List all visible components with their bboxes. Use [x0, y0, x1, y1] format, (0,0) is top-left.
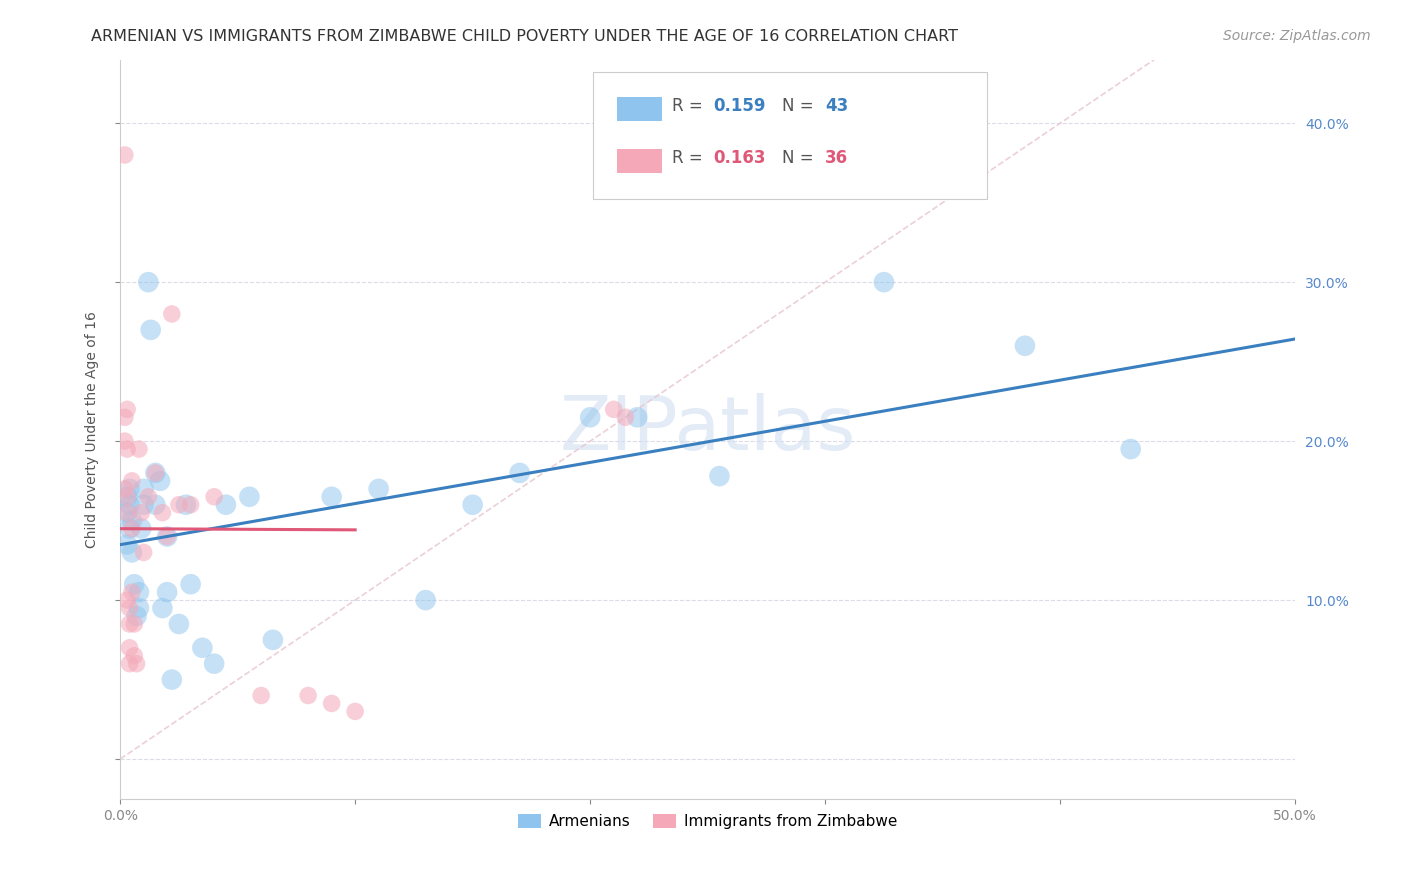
Text: R =: R = [672, 97, 709, 115]
Point [118, 522, 141, 536]
Point [114, 434, 136, 449]
Point [115, 402, 138, 417]
Point [121, 585, 143, 599]
Point [128, 601, 150, 615]
Point [602, 402, 624, 417]
Text: 0.163: 0.163 [714, 149, 766, 167]
Point [128, 585, 150, 599]
Point [321, 697, 343, 711]
Point [1014, 339, 1036, 353]
Point [152, 601, 174, 615]
Point [121, 545, 143, 559]
Point [191, 640, 214, 655]
Point [215, 498, 238, 512]
FancyBboxPatch shape [617, 97, 662, 121]
Y-axis label: Child Poverty Under the Age of 16: Child Poverty Under the Age of 16 [86, 310, 100, 548]
Point [614, 410, 637, 425]
Point [167, 617, 190, 632]
Text: ARMENIAN VS IMMIGRANTS FROM ZIMBABWE CHILD POVERTY UNDER THE AGE OF 16 CORRELATI: ARMENIAN VS IMMIGRANTS FROM ZIMBABWE CHI… [91, 29, 959, 44]
Point [139, 323, 162, 337]
Point [128, 442, 150, 456]
Point [579, 410, 602, 425]
Point [156, 529, 179, 543]
Point [202, 657, 225, 671]
FancyBboxPatch shape [592, 72, 987, 199]
Point [174, 498, 197, 512]
Point [115, 442, 138, 456]
Point [180, 577, 202, 591]
Point [114, 482, 136, 496]
Point [122, 648, 145, 663]
Point [121, 474, 143, 488]
Text: R =: R = [672, 149, 709, 167]
Point [115, 506, 138, 520]
Text: 36: 36 [825, 149, 848, 167]
Point [297, 689, 319, 703]
Point [129, 522, 152, 536]
Point [138, 490, 160, 504]
Point [118, 617, 141, 632]
Point [180, 498, 202, 512]
Point [122, 617, 145, 632]
Point [149, 474, 172, 488]
Point [160, 307, 183, 321]
FancyBboxPatch shape [617, 149, 662, 173]
Point [118, 601, 141, 615]
Point [121, 522, 143, 536]
Point [167, 498, 190, 512]
Point [125, 657, 148, 671]
Point [145, 466, 167, 480]
Point [238, 490, 260, 504]
Point [152, 506, 174, 520]
Point [1119, 442, 1142, 456]
Point [132, 498, 155, 512]
Point [129, 506, 152, 520]
Point [115, 537, 138, 551]
Point [114, 148, 136, 162]
Text: 43: 43 [825, 97, 848, 115]
Point [118, 482, 141, 496]
Point [115, 490, 138, 504]
Point [321, 490, 343, 504]
Text: Source: ZipAtlas.com: Source: ZipAtlas.com [1223, 29, 1371, 43]
Point [509, 466, 531, 480]
Point [125, 609, 148, 624]
Point [115, 593, 138, 607]
Point [250, 689, 273, 703]
Point [145, 466, 167, 480]
Point [160, 673, 183, 687]
Text: N =: N = [782, 149, 818, 167]
Point [115, 490, 138, 504]
Point [122, 577, 145, 591]
Legend: Armenians, Immigrants from Zimbabwe: Armenians, Immigrants from Zimbabwe [512, 808, 904, 836]
Point [115, 506, 138, 520]
Point [118, 640, 141, 655]
Point [156, 529, 179, 543]
Point [118, 657, 141, 671]
Point [873, 275, 896, 289]
Point [367, 482, 389, 496]
Point [132, 545, 155, 559]
Point [415, 593, 437, 607]
Point [344, 705, 367, 719]
Point [132, 482, 155, 496]
Point [262, 632, 284, 647]
Point [156, 585, 179, 599]
Point [626, 410, 648, 425]
Text: N =: N = [782, 97, 818, 115]
Point [145, 498, 167, 512]
Text: ZIPatlas: ZIPatlas [560, 392, 856, 466]
Text: 0.159: 0.159 [714, 97, 766, 115]
Point [138, 275, 160, 289]
Point [121, 514, 143, 528]
Point [709, 469, 731, 483]
Point [114, 410, 136, 425]
Point [461, 498, 484, 512]
Point [118, 498, 141, 512]
Point [202, 490, 225, 504]
